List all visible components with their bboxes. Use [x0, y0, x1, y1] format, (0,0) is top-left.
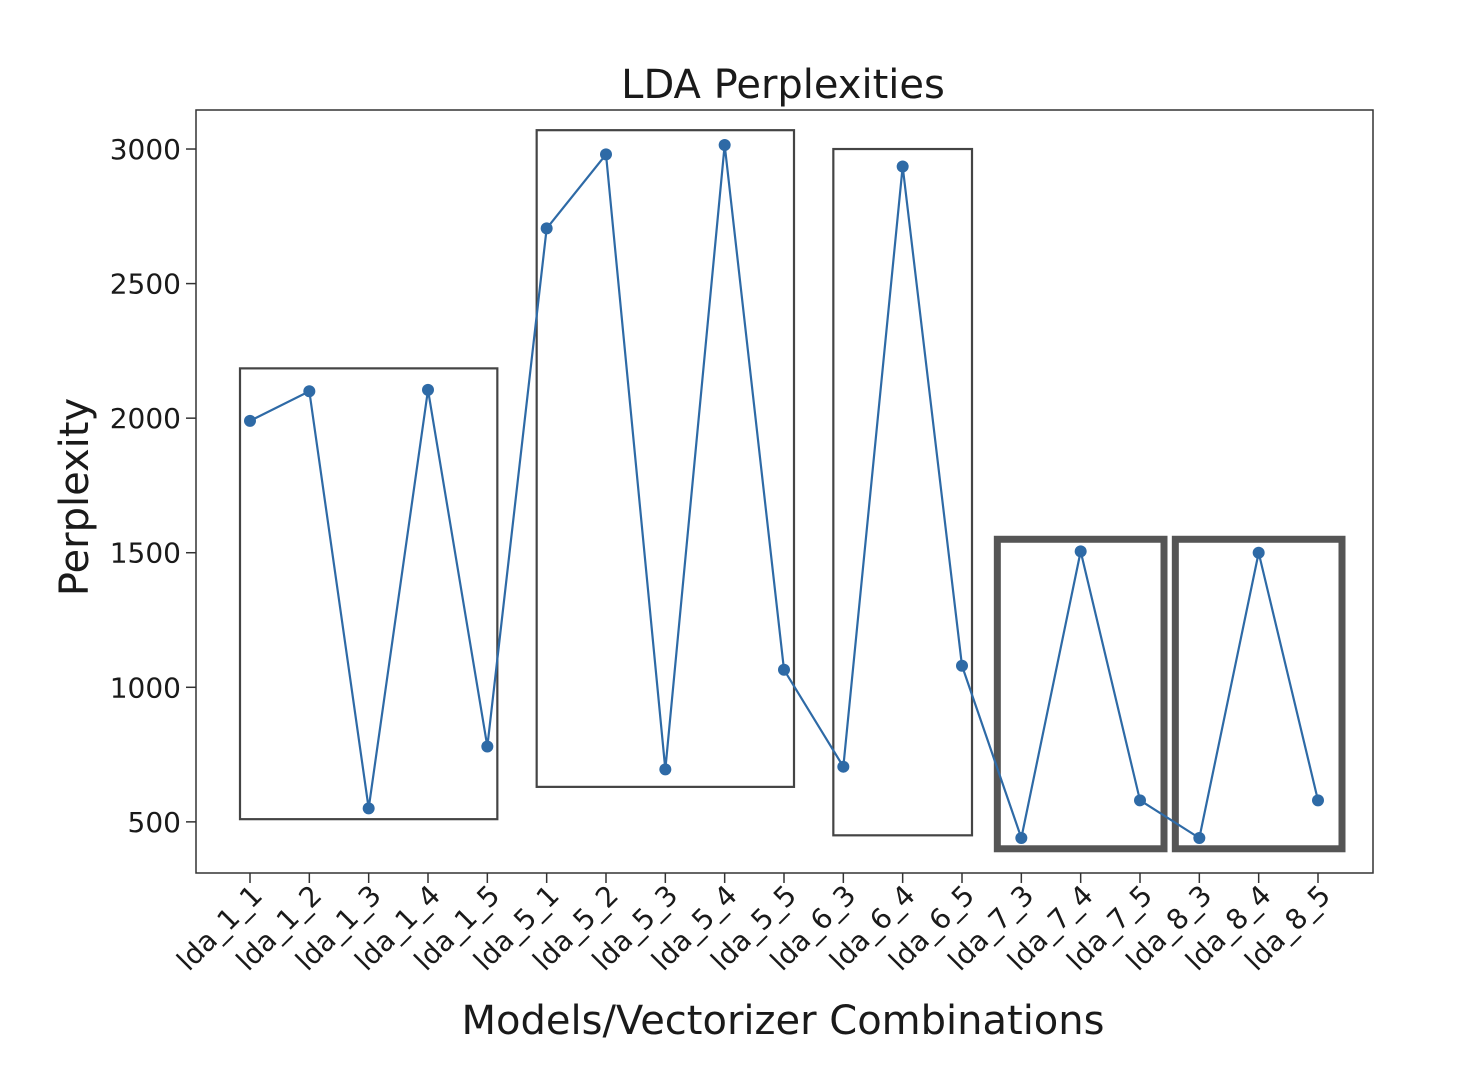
plot-area: [195, 109, 1374, 874]
x-axis-label: Models/Vectorizer Combinations: [462, 998, 1105, 1044]
highlight-box-2: [535, 129, 796, 788]
y-tick-label: 2000: [110, 402, 181, 435]
y-axis: 500 1000 1500 2000 2500 3000: [110, 133, 196, 839]
highlight-boxes: [238, 129, 1346, 853]
data-point: [718, 138, 731, 151]
data-point: [659, 763, 672, 776]
data-point: [956, 659, 968, 672]
data-point: [896, 160, 909, 173]
data-point: [600, 148, 612, 161]
data-point: [1252, 546, 1265, 559]
y-tick-label: 2500: [110, 268, 181, 301]
data-point: [481, 740, 494, 753]
y-tick-label: 3000: [110, 133, 181, 166]
y-tick-label: 1500: [110, 537, 181, 570]
data-point: [1074, 545, 1087, 558]
highlight-box-1: [238, 367, 499, 821]
data-point: [837, 760, 850, 773]
series-points: [244, 138, 1324, 845]
data-point: [1015, 832, 1028, 845]
data-point: [778, 663, 790, 676]
highlight-box-5: [1171, 535, 1346, 853]
y-axis-label: Perplexity: [52, 398, 98, 596]
data-point: [303, 385, 316, 398]
data-point: [422, 383, 434, 396]
data-point: [1193, 832, 1206, 845]
data-point: [362, 802, 375, 815]
chart-title: LDA Perplexities: [621, 62, 945, 108]
x-axis: lda_1_1lda_1_2lda_1_3lda_1_4lda_1_5lda_5…: [170, 873, 1337, 977]
data-point: [540, 222, 553, 235]
data-point: [244, 414, 256, 427]
highlight-box-4: [993, 535, 1168, 853]
data-point: [1134, 794, 1146, 807]
highlight-box-3: [832, 147, 974, 837]
y-tick-label: 1000: [110, 671, 181, 704]
data-point: [1312, 794, 1324, 807]
series-line: [249, 144, 1320, 843]
y-tick-label: 500: [128, 806, 181, 839]
